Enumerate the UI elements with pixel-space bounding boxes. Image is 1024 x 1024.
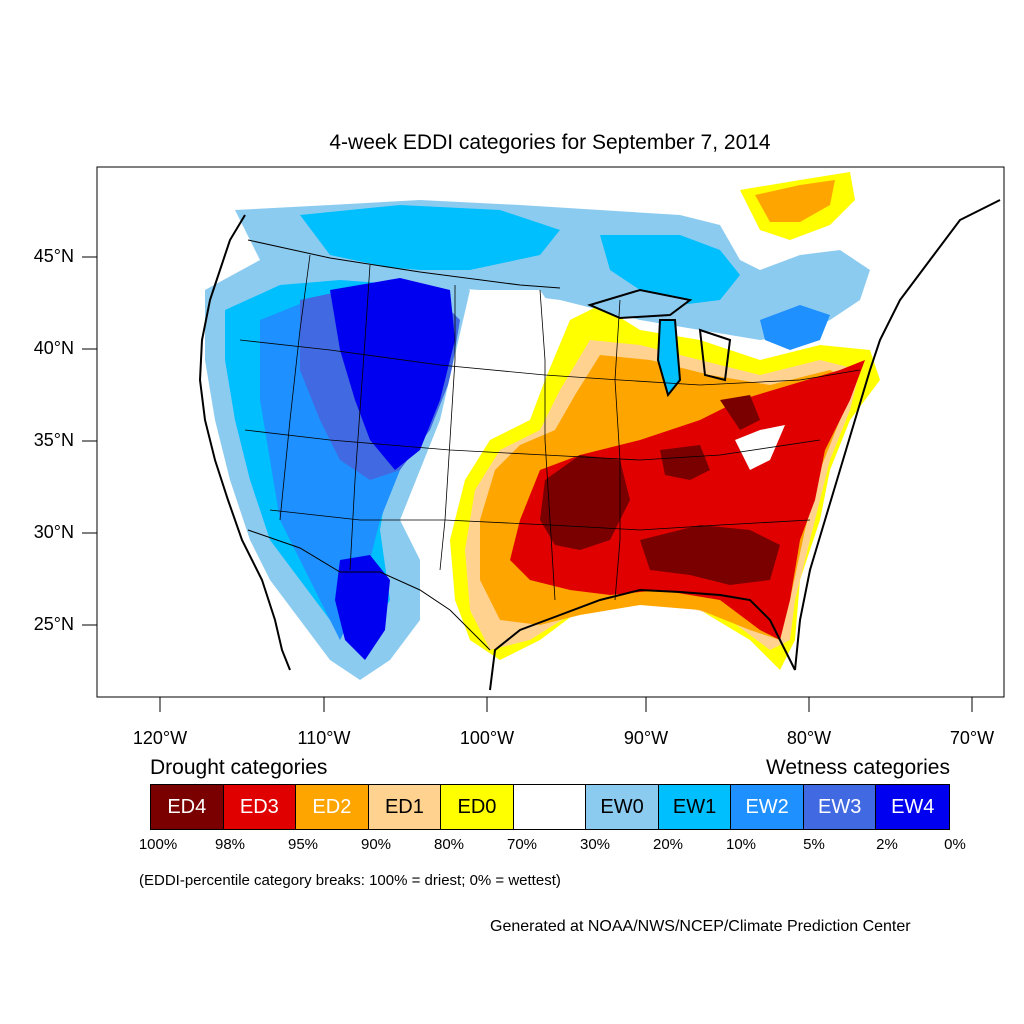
wet-region-nm-ew4 [335,555,390,660]
state-border [279,254,311,521]
legend-swatch-ew1: EW1 [658,785,732,829]
axis-ticks [82,256,973,712]
percentile-label: 100% [138,836,178,853]
state-border [269,509,811,531]
legend-swatch-ed2: ED2 [296,785,369,829]
legend-swatch-ew3: EW3 [803,785,877,829]
lat-label: 25°N [33,614,74,634]
us-mexico-border [247,529,491,651]
wet-region-northeast [760,305,830,350]
percentile-label: 80% [433,836,465,853]
lat-label: 30°N [33,522,74,542]
drought-legend-heading: Drought categories [150,756,328,779]
dry-region-south-ed4 [640,525,780,585]
wetness-legend-heading: Wetness categories [765,756,950,779]
west-coastline [198,214,291,671]
percentile-label: 95% [287,836,319,853]
us-canada-border [247,239,561,289]
map-field [205,172,880,680]
state-border [439,285,456,571]
lon-label: 110°W [297,728,351,748]
legend-swatch-ed4: ED4 [151,785,224,829]
state-border [349,264,371,571]
percentile-label: 2% [876,836,898,853]
percentile-label: 0% [944,836,966,853]
credit-line: Generated at NOAA/NWS/NCEP/Climate Predi… [490,918,911,935]
legend-swatch-ed0: ED0 [441,785,514,829]
state-border [239,339,861,386]
percentile-label: 20% [652,836,684,853]
state-border [614,299,621,601]
state-border [244,429,821,461]
percentile-label: 90% [360,836,392,853]
dry-region-ohio-ed4 [720,395,760,430]
category-legend: ED4 ED3 ED2 ED1 ED0 EW0 EW1 EW2 EW3 EW4 [150,784,950,830]
map-frame [96,166,1005,698]
gulf-coastline [489,588,796,691]
percentile-label: 70% [506,836,538,853]
percentile-label: 10% [725,836,757,853]
percentile-label: 98% [214,836,246,853]
neutral-region-appalachia [735,425,785,470]
legend-swatch-neutral [513,785,587,829]
percentile-label: 30% [579,836,611,853]
state-borders [239,254,861,601]
legend-swatch-ed3: ED3 [223,785,297,829]
wet-region-canada-core [300,205,560,270]
dry-region-tn-ed4 [660,445,710,480]
lon-label: 120°W [132,728,188,748]
lat-label: 45°N [33,246,74,266]
wet-region-canada-east [600,235,740,305]
legend-swatch-ed1: ED1 [368,785,442,829]
east-coastline [794,199,1001,671]
legend-swatch-ew0: EW0 [586,785,659,829]
lon-label: 80°W [786,728,832,748]
great-lakes-shore [587,288,732,398]
coastlines [198,199,1001,691]
legend-swatch-ew2: EW2 [731,785,804,829]
lake-superior [590,290,690,318]
category-note: (EDDI-percentile category breaks: 100% =… [139,872,561,889]
dry-region-quebec-core [755,180,835,222]
dry-region-east-ed4 [540,455,630,550]
lon-label: 90°W [623,728,669,748]
lon-label: 100°W [459,728,515,748]
state-border [539,289,556,601]
map-title: 4-week EDDI categories for September 7, … [329,131,771,154]
legend-swatch-ew4: EW4 [876,785,950,829]
lat-label: 35°N [33,430,74,450]
percentile-label: 5% [803,836,825,853]
wet-region-rockies-ew4 [330,278,455,470]
lat-label: 40°N [33,338,74,358]
lon-label: 70°W [949,728,995,748]
